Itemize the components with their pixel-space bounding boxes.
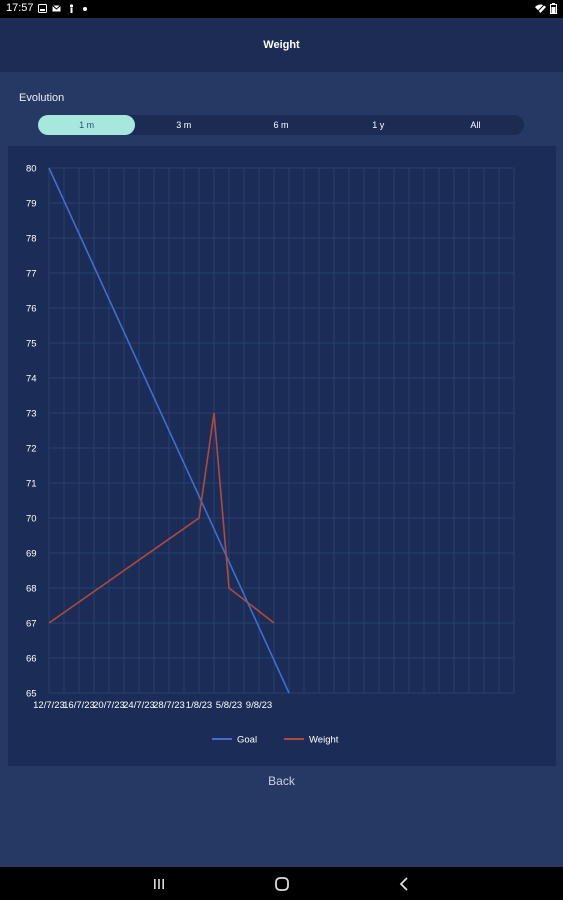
x-tick-label: 16/7/23 (63, 700, 95, 711)
y-tick-label: 74 (26, 374, 37, 385)
page-title: Weight (263, 39, 300, 51)
legend-label-weight: Weight (309, 735, 339, 746)
weight-chart: 80 79 78 77 76 75 74 73 72 71 70 69 68 67 66 65 12/7/23 1… (8, 146, 556, 766)
x-tick-label: 5/8/23 (216, 700, 242, 711)
tab-6-months[interactable]: 6 m (273, 120, 289, 130)
y-tick-label: 67 (26, 619, 37, 630)
x-tick-label: 1/8/23 (186, 700, 212, 711)
home-icon[interactable] (272, 874, 292, 894)
x-tick-label: 9/8/23 (246, 700, 272, 711)
person-notification-icon (69, 4, 74, 13)
tab-3-months[interactable]: 3 m (176, 120, 192, 130)
legend-label-goal: Goal (237, 735, 257, 746)
navigation-bar (0, 867, 563, 900)
y-tick-label: 72 (26, 444, 37, 455)
y-tick-label: 71 (26, 479, 37, 490)
x-tick-label: 28/7/23 (153, 700, 185, 711)
y-tick-label: 69 (26, 549, 37, 560)
recent-apps-icon[interactable] (149, 874, 169, 894)
back-button[interactable]: Back (268, 774, 295, 788)
y-tick-label: 76 (26, 304, 37, 315)
series-line-goal (48, 167, 290, 694)
y-tick-label: 70 (26, 514, 37, 525)
y-tick-label: 79 (26, 199, 37, 210)
gallery-notification-icon (38, 4, 47, 13)
series-line-weight (48, 412, 275, 624)
wifi-icon (535, 4, 546, 13)
y-tick-label: 66 (26, 654, 37, 665)
y-tick-label: 65 (26, 689, 37, 700)
x-tick-label: 24/7/23 (123, 700, 155, 711)
y-tick-label: 78 (26, 234, 37, 245)
tab-all[interactable]: All (470, 120, 481, 130)
range-tabs: 1 m 3 m 6 m 1 y All (38, 115, 524, 135)
y-tick-label: 80 (26, 164, 37, 175)
y-tick-label: 68 (26, 584, 37, 595)
y-tick-label: 73 (26, 409, 37, 420)
tab-1-month[interactable]: 1 m (38, 115, 136, 135)
section-label: Evolution (19, 92, 65, 104)
weight-chart-svg: 8079787776757473727170696867666512/7/231… (26, 164, 515, 746)
status-bar: 17:57 (0, 0, 563, 18)
back-nav-icon[interactable] (395, 874, 415, 894)
y-tick-label: 75 (26, 339, 37, 350)
mail-notification-icon (52, 5, 61, 12)
battery-icon (550, 3, 557, 14)
tab-1-year[interactable]: 1 y (372, 120, 385, 130)
x-tick-label: 20/7/23 (93, 700, 125, 711)
status-time: 17:57 (6, 2, 34, 14)
app-header: Weight (0, 18, 563, 72)
y-tick-label: 77 (26, 269, 37, 280)
x-tick-label: 12/7/23 (33, 700, 65, 711)
dot-notification-icon (83, 7, 87, 11)
